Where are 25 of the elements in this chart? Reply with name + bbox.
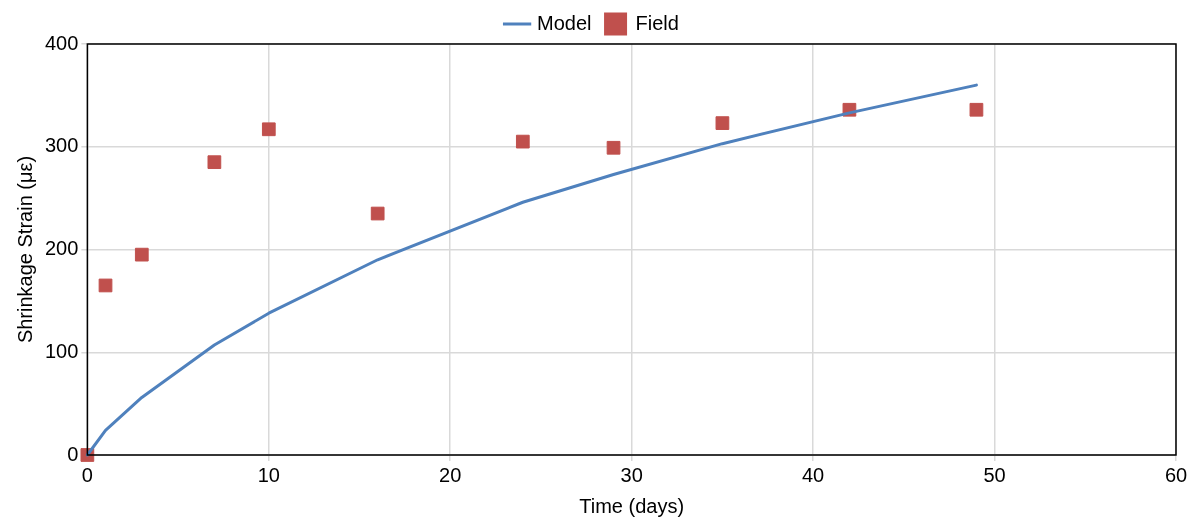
point	[134, 247, 149, 262]
x-tick-label: 60	[1164, 463, 1188, 486]
x-tick-label: 50	[983, 463, 1006, 486]
point	[370, 206, 385, 221]
y-tick-label: 100	[44, 339, 79, 362]
x-tick-label: 30	[620, 463, 643, 486]
y-tick-label: 200	[44, 237, 79, 260]
point	[207, 155, 222, 170]
y-axis-title: Shrinkage Strain (με)	[13, 155, 36, 344]
point	[98, 278, 113, 293]
x-tick-label: 0	[81, 463, 93, 486]
y-tick-label: 300	[44, 134, 79, 157]
y-tick-label: 400	[44, 31, 79, 54]
y-tick-label: 0	[67, 442, 79, 465]
legend-label: Model	[537, 11, 592, 34]
point	[969, 102, 984, 117]
x-tick-label: 20	[439, 463, 462, 486]
point	[606, 140, 621, 155]
legend-label: Field	[635, 11, 679, 34]
x-tick-label: 10	[257, 463, 280, 486]
point	[715, 116, 730, 130]
x-tick-label: 40	[802, 463, 825, 486]
point	[261, 122, 276, 137]
x-axis-title: Time (days)	[579, 494, 685, 517]
point	[515, 134, 530, 149]
